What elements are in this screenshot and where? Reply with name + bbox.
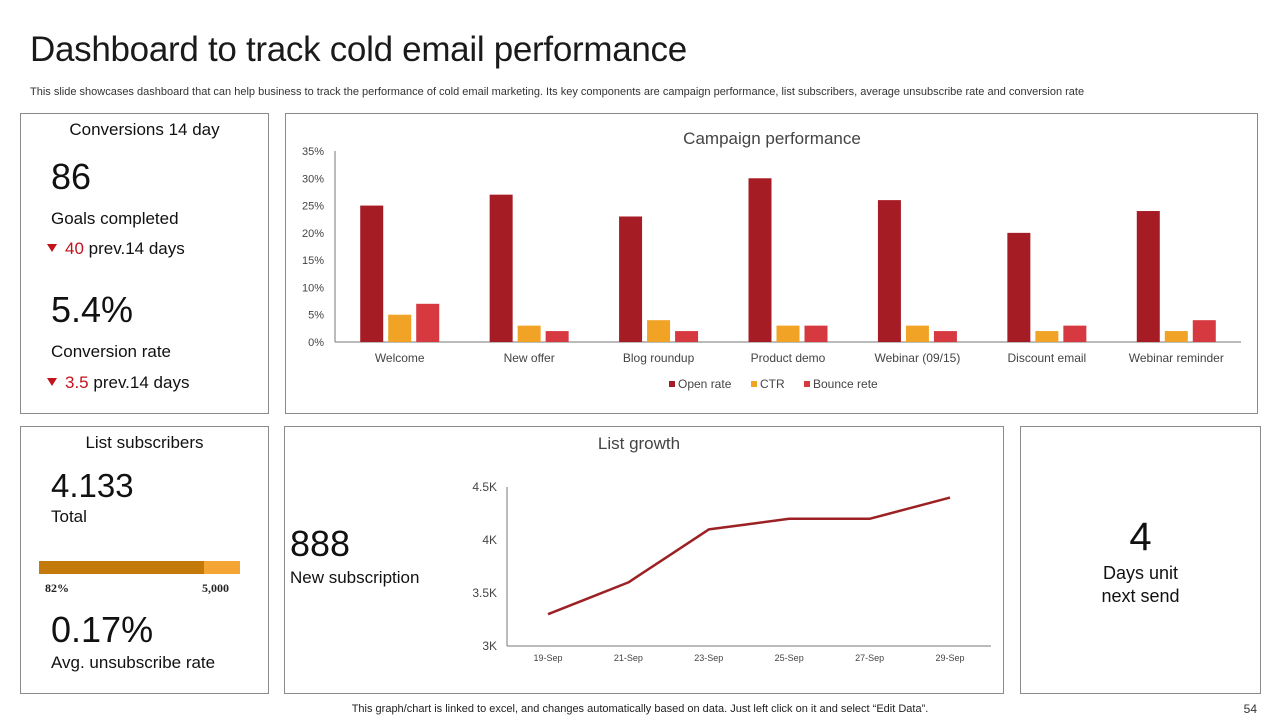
bar-ctr bbox=[905, 325, 929, 342]
next-send-panel: 4 Days unit next send bbox=[1020, 426, 1261, 694]
y-tick-label: 3.5K bbox=[472, 586, 497, 600]
conversion-rate-value: 5.4% bbox=[51, 289, 134, 330]
conversions-panel: Conversions 14 day 86 Goals completed 40… bbox=[20, 113, 269, 414]
x-category-label: Blog roundup bbox=[623, 351, 695, 365]
bar-open-rate bbox=[489, 194, 513, 342]
bar-bounce-rete bbox=[1192, 320, 1216, 342]
legend-label: Bounce rete bbox=[813, 377, 878, 391]
total-subscribers-value: 4.133 bbox=[51, 467, 134, 504]
bar-ctr bbox=[517, 325, 541, 342]
unsubscribe-rate-value: 0.17% bbox=[51, 609, 154, 650]
bar-ctr bbox=[776, 325, 800, 342]
bar-ctr bbox=[647, 320, 671, 342]
x-tick-label: 23-Sep bbox=[694, 653, 723, 663]
x-tick-label: 21-Sep bbox=[614, 653, 643, 663]
bar-ctr bbox=[1035, 331, 1059, 342]
unsubscribe-rate-label: Avg. unsubscribe rate bbox=[51, 653, 216, 672]
campaign-chart-title: Campaign performance bbox=[683, 129, 861, 148]
bar-bounce-rete bbox=[416, 303, 440, 342]
page-subtitle: This slide showcases dashboard that can … bbox=[30, 86, 1085, 98]
x-category-label: Discount email bbox=[1008, 351, 1087, 365]
x-tick-label: 19-Sep bbox=[533, 653, 562, 663]
legend-swatch bbox=[669, 381, 675, 387]
y-tick-label: 3K bbox=[482, 639, 497, 653]
goals-completed-value: 86 bbox=[51, 156, 92, 197]
days-until-send-label-1: Days unit bbox=[1102, 563, 1179, 583]
y-tick-label: 35% bbox=[302, 146, 324, 158]
rate-prev-row: 3.5 prev.14 days bbox=[47, 373, 189, 393]
bar-ctr bbox=[1164, 331, 1188, 342]
x-tick-label: 25-Sep bbox=[775, 653, 804, 663]
bar-open-rate bbox=[1007, 232, 1031, 342]
conversion-rate-label: Conversion rate bbox=[51, 342, 172, 361]
legend-swatch bbox=[751, 381, 757, 387]
days-until-send-value: 4 bbox=[1129, 515, 1152, 559]
legend-swatch bbox=[804, 381, 810, 387]
y-tick-label: 10% bbox=[302, 282, 324, 294]
list-growth-panel: 888 New subscription List growth 3K 3.5K 4K… bbox=[284, 426, 1004, 694]
bar-open-rate bbox=[619, 216, 643, 342]
total-subscribers-label: Total bbox=[51, 507, 87, 526]
list-subscribers-heading: List subscribers bbox=[85, 433, 204, 452]
y-tick-label: 25% bbox=[302, 201, 324, 213]
x-category-label: Webinar (09/15) bbox=[875, 351, 961, 365]
goals-prev-label: prev.14 days bbox=[88, 239, 185, 258]
progress-max-label: 5,000 bbox=[202, 581, 229, 595]
bar-open-rate bbox=[360, 205, 384, 342]
y-tick-label: 4.5K bbox=[472, 480, 497, 494]
x-tick-label: 29-Sep bbox=[935, 653, 964, 663]
legend-label: CTR bbox=[760, 377, 785, 391]
footer-note: This graph/chart is linked to excel, and… bbox=[351, 703, 929, 715]
subscriber-progress-bar bbox=[39, 561, 240, 574]
campaign-performance-panel: Campaign performance 0% 5% 10% 15% 20% 25% 30% 3… bbox=[285, 113, 1258, 414]
page-title: Dashboard to track cold email performanc… bbox=[30, 30, 687, 69]
new-subscription-value: 888 bbox=[290, 523, 351, 564]
subscriber-progress-fill bbox=[39, 561, 204, 574]
list-growth-title: List growth bbox=[598, 434, 680, 453]
bar-open-rate bbox=[748, 178, 772, 342]
list-subscribers-panel: List subscribers 4.133 Total 82% 5,000 0… bbox=[20, 426, 269, 694]
conversions-heading: Conversions 14 day bbox=[69, 120, 220, 139]
x-category-label: Webinar reminder bbox=[1129, 351, 1224, 365]
goals-completed-label: Goals completed bbox=[51, 209, 179, 228]
bar-bounce-rete bbox=[545, 331, 569, 342]
bar-bounce-rete bbox=[804, 325, 828, 342]
goals-prev-value: 40 bbox=[65, 239, 84, 258]
x-category-label: Welcome bbox=[375, 351, 425, 365]
y-tick-label: 30% bbox=[302, 173, 324, 185]
rate-prev-label: prev.14 days bbox=[93, 373, 190, 392]
list-growth-chart: List growth 3K 3.5K 4K 4.5K 19-Sep 21-Sep 23-Se… bbox=[472, 434, 991, 663]
x-tick-label: 27-Sep bbox=[855, 653, 884, 663]
y-tick-label: 5% bbox=[308, 310, 324, 322]
days-until-send-label-2: next send bbox=[1101, 586, 1180, 606]
campaign-performance-chart: Campaign performance 0% 5% 10% 15% 20% 25% 30% 3… bbox=[302, 129, 1241, 391]
new-subscription-label: New subscription bbox=[290, 568, 420, 587]
bar-open-rate bbox=[1136, 211, 1160, 342]
progress-percent-label: 82% bbox=[45, 581, 69, 595]
bar-open-rate bbox=[877, 200, 901, 342]
bar-bounce-rete bbox=[675, 331, 699, 342]
y-tick-label: 0% bbox=[308, 337, 324, 349]
y-tick-label: 4K bbox=[482, 533, 497, 547]
x-category-label: New offer bbox=[504, 351, 555, 365]
bar-bounce-rete bbox=[1063, 325, 1087, 342]
growth-series-line bbox=[547, 496, 951, 616]
y-tick-label: 15% bbox=[302, 255, 324, 267]
legend-label: Open rate bbox=[678, 377, 732, 391]
decrease-triangle-icon bbox=[47, 378, 57, 386]
decrease-triangle-icon bbox=[47, 244, 57, 252]
y-tick-label: 20% bbox=[302, 228, 324, 240]
page-number: 54 bbox=[1243, 702, 1257, 716]
rate-prev-value: 3.5 bbox=[65, 373, 89, 392]
goals-prev-row: 40 prev.14 days bbox=[47, 239, 185, 259]
x-category-label: Product demo bbox=[751, 351, 826, 365]
bar-ctr bbox=[388, 314, 412, 342]
bar-bounce-rete bbox=[933, 331, 957, 342]
